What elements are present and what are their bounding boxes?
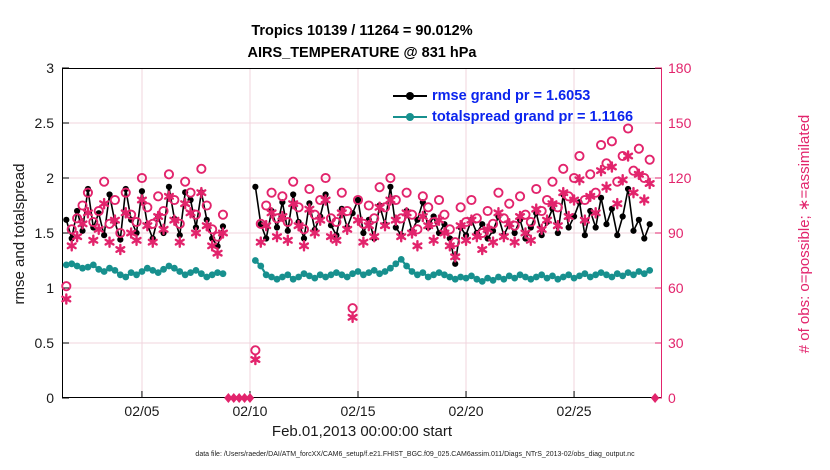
legend-rmse-marker <box>406 91 414 100</box>
y-right-tick-label: 180 <box>668 60 692 76</box>
data-file-path: data file: /Users/raeder/DAI/ATM_forcXX/… <box>195 451 635 458</box>
x-tick-label: 02/10 <box>232 403 268 419</box>
y-right-tick-label: 30 <box>668 335 684 351</box>
x-tick-label: 02/25 <box>556 403 592 419</box>
x-tick-label: 02/15 <box>340 403 376 419</box>
plot-title: Tropics 10139 / 11264 = 90.012% <box>251 23 473 39</box>
y-left-tick-label: 0.5 <box>34 335 54 351</box>
y-right-tick-label: 120 <box>668 170 692 186</box>
y-right-tick-label: 150 <box>668 115 692 131</box>
legend-rmse-label: rmse grand pr = 1.6053 <box>432 87 591 104</box>
y-left-tick-label: 2.5 <box>34 115 54 131</box>
plot-canvas <box>61 67 663 403</box>
y-left-tick-label: 3 <box>46 60 54 76</box>
legend-totalspread-marker <box>406 112 414 121</box>
legend: rmse grand pr = 1.6053 totalspread grand… <box>393 85 633 127</box>
x-tick-label: 02/20 <box>448 403 484 419</box>
legend-item-rmse: rmse grand pr = 1.6053 <box>393 85 633 106</box>
y-left-tick-label: 1.5 <box>34 225 54 241</box>
legend-totalspread-label: totalspread grand pr = 1.1166 <box>432 108 634 125</box>
legend-totalspread-line-sample <box>393 112 427 121</box>
y-axis-label-right: # of obs: o=possible; ∗=assimilated <box>796 114 813 354</box>
y-left-tick-label: 1 <box>46 280 54 296</box>
y-left-tick-label: 2 <box>46 170 54 186</box>
x-axis-label: Feb.01,2013 00:00:00 start <box>271 423 453 440</box>
plot-subtitle: AIRS_TEMPERATURE @ 831 hPa <box>247 45 477 61</box>
y-right-tick-label: 90 <box>668 225 684 241</box>
x-tick-label: 02/05 <box>124 403 160 419</box>
legend-rmse-line-sample <box>393 91 427 100</box>
y-left-tick-label: 0 <box>46 390 54 406</box>
y-right-tick-label: 60 <box>668 280 684 296</box>
legend-item-totalspread: totalspread grand pr = 1.1166 <box>393 106 633 127</box>
y-right-tick-label: 0 <box>668 390 676 406</box>
